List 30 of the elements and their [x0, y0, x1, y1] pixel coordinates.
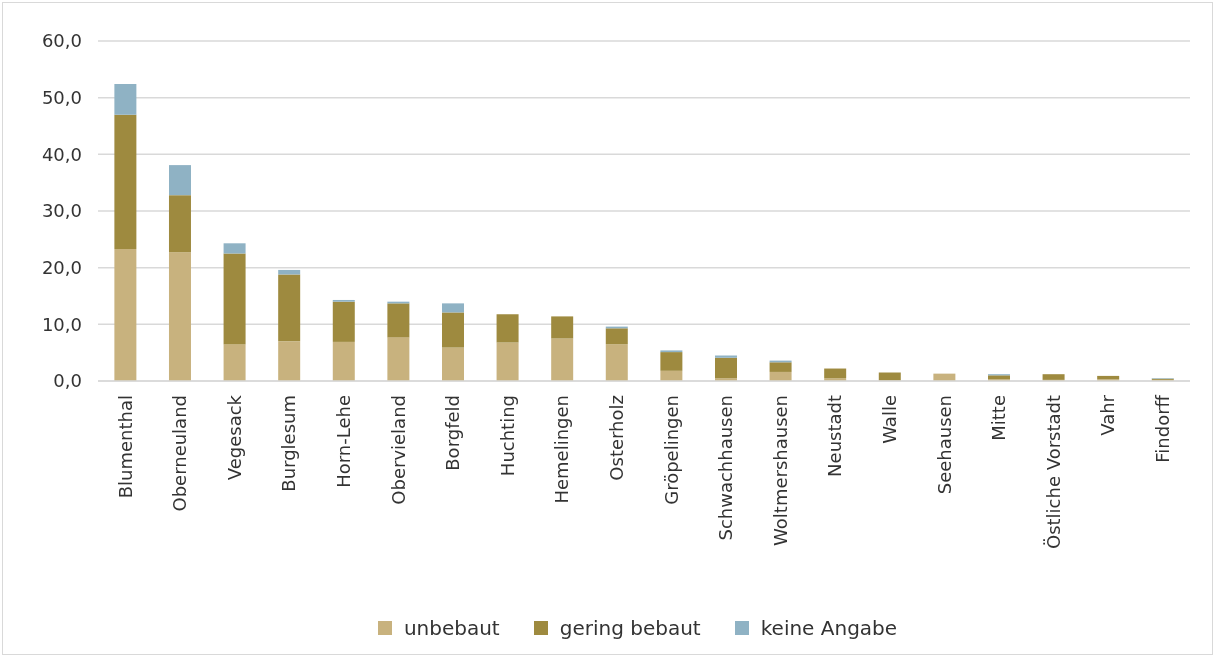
x-tick-label: Vegesack	[223, 394, 245, 481]
x-tick-label: Oberneuland	[169, 395, 191, 512]
x-tick-label: Gröpelingen	[660, 395, 682, 505]
x-tick-label: Osterholz	[606, 395, 627, 481]
x-tick-label: Seehausen	[933, 395, 955, 495]
legend-label: gering bebaut	[559, 616, 701, 640]
legend-label: keine Angabe	[760, 616, 898, 640]
x-tick-label: Burglesum	[278, 395, 300, 492]
x-tick-label: Findorff	[1152, 394, 1173, 463]
x-tick-label: Borgfeld	[442, 395, 464, 471]
x-tick-label: Neustadt	[824, 395, 846, 477]
x-tick-label: Obervieland	[387, 395, 409, 505]
y-tick-label: 40,0	[41, 143, 82, 165]
x-tick-label: Vahr	[1097, 394, 1119, 436]
y-tick-label: 30,0	[41, 200, 82, 222]
y-tick-label: 50,0	[41, 87, 82, 109]
y-tick-label: 20,0	[41, 257, 82, 279]
x-tick-label: Horn-Lehe	[333, 395, 354, 488]
legend-label: unbebaut	[403, 616, 500, 640]
x-tick-label: Woltmershausen	[769, 395, 791, 546]
x-tick-label: Blumenthal	[114, 395, 136, 499]
x-tick-label: Huchting	[496, 395, 518, 477]
x-tick-label: Hemelingen	[551, 395, 573, 504]
y-tick-label: 0,0	[53, 370, 82, 392]
x-tick-label: Walle	[879, 395, 900, 444]
x-tick-label: Östliche Vorstadt	[1042, 395, 1064, 549]
x-tick-label: Mitte	[988, 395, 1010, 441]
y-tick-label: 60,0	[41, 30, 82, 52]
x-tick-label: Schwachhausen	[715, 395, 737, 541]
y-tick-label: 10,0	[41, 313, 82, 335]
